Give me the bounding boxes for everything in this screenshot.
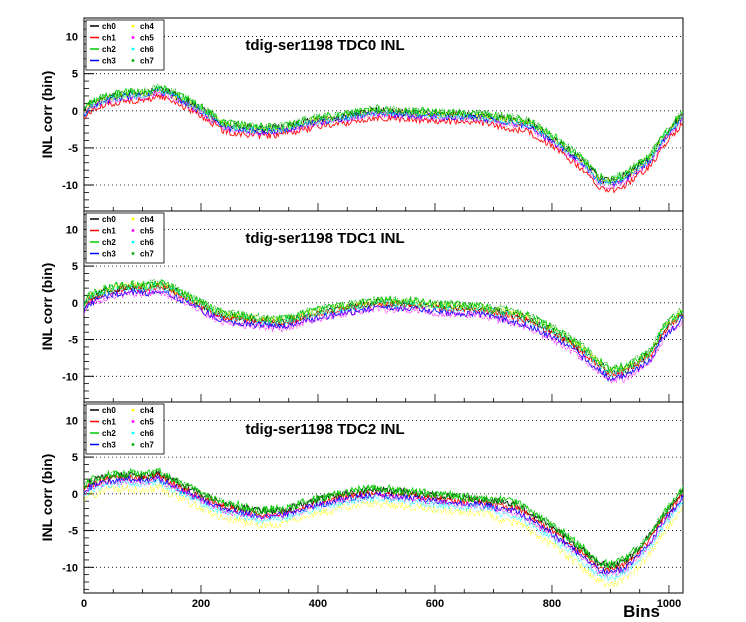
legend-label: ch3 [102,441,116,450]
legend-marker [131,229,135,232]
chart-title: tdig-ser1198 TDC2 INL [245,421,404,438]
legend-marker [131,24,135,28]
y-tick-label: 5 [72,69,78,81]
x-tick-label: 600 [426,598,444,610]
legend-marker [131,408,135,412]
legend-label: ch1 [102,227,116,236]
legend-label: ch4 [140,215,154,224]
legend-marker [131,431,135,435]
series-group [84,278,683,384]
legend-label: ch1 [102,418,116,427]
legend-box [85,212,165,264]
series-line-ch5 [84,475,683,579]
y-tick-label: -10 [62,371,78,383]
legend-label: ch7 [140,250,154,259]
series-group [84,83,683,194]
x-axis-label: Bins [623,602,660,621]
legend-label: ch5 [140,418,154,427]
series-line-ch6 [84,85,683,186]
x-tick-label: 800 [543,598,561,610]
y-axis-label: INL corr (bin) [39,454,55,542]
series-line-ch7 [84,83,683,185]
y-tick-label: 5 [72,261,78,273]
panel-2: -10 -5 0 5 10 0 200 400 600 800 1000 INL corr (bin)… [39,401,684,610]
x-tick-label: 0 [81,598,87,610]
series-line-ch7 [84,278,683,373]
chart-title: tdig-ser1198 TDC1 INL [245,230,404,247]
legend-label: ch0 [102,406,116,415]
y-axis-label: INL corr (bin) [39,71,55,159]
y-tick-label: 0 [72,298,78,310]
legend-marker [131,252,135,255]
y-axis-label: INL corr (bin) [39,263,55,351]
legend-label: ch7 [140,441,154,450]
legend-label: ch4 [140,22,154,31]
legend-label: ch0 [102,22,116,31]
series-line-ch1 [84,93,683,194]
legend-label: ch1 [102,34,116,43]
legend-marker [131,217,135,221]
x-tick-label: 200 [192,598,210,610]
legend-label: ch3 [102,250,116,259]
legend-marker [131,36,135,39]
y-tick-label: -5 [68,335,78,347]
series-line-ch3 [84,288,683,382]
y-tick-label: 10 [66,32,78,44]
series-group [84,467,683,589]
legend-label: ch0 [102,215,116,224]
legend-marker [131,420,135,423]
legend-marker [131,59,135,62]
legend-label: ch5 [140,34,154,43]
legend-label: ch6 [140,238,154,247]
series-line-ch5 [84,90,683,191]
legend-marker [131,443,135,446]
legend-label: ch2 [102,429,116,438]
y-tick-label: 5 [72,452,78,464]
legend-label: ch6 [140,45,154,54]
legend-label: ch2 [102,238,116,247]
chart-title: tdig-ser1198 TDC0 INL [245,37,404,54]
y-tick-label: -5 [68,143,78,155]
x-tick-label: 400 [309,598,327,610]
series-line-ch7 [84,468,683,571]
y-tick-label: -5 [68,526,78,538]
legend-box [85,19,165,71]
legend-box [85,403,165,455]
panel-1: -10 -5 0 5 10 INL corr (bin) tdig-ser1198 TDC1… [39,210,684,403]
y-tick-label: -10 [62,562,78,574]
y-tick-label: 10 [66,224,78,236]
series-line-ch5 [84,287,683,384]
legend-marker [131,240,135,244]
y-tick-label: 0 [72,489,78,501]
legend-label: ch3 [102,57,116,66]
y-tick-label: 10 [66,415,78,427]
x-tick-label: 1000 [657,598,681,610]
legend-label: ch4 [140,406,154,415]
panel-0: -10 -5 0 5 10 INL corr (bin) tdig-ser1198 TDC0… [39,17,684,212]
legend-marker [131,47,135,51]
legend-label: ch2 [102,45,116,54]
legend-label: ch7 [140,57,154,66]
y-tick-label: -10 [62,180,78,192]
panels: -10 -5 0 5 10 INL corr (bin) tdig-ser1198 TDC0… [39,17,684,610]
y-tick-label: 0 [72,106,78,118]
legend-label: ch5 [140,227,154,236]
legend-label: ch6 [140,429,154,438]
